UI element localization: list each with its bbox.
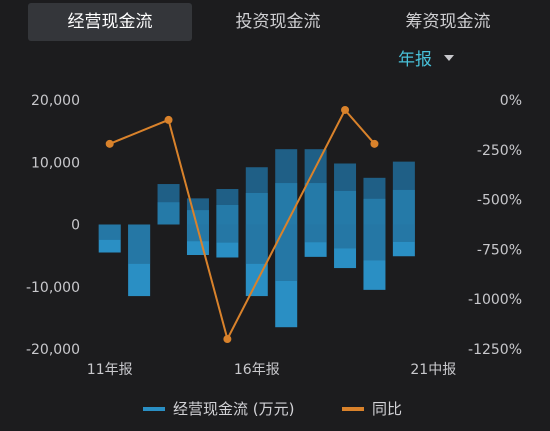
left-axis-tick-label: -10,000 <box>26 280 80 296</box>
yoy-point <box>223 335 232 344</box>
bar-negative-inner <box>98 224 121 240</box>
bar-negative-inner <box>392 224 415 242</box>
legend-item-yoy[interactable]: 同比 <box>342 397 422 421</box>
bar-positive-inner <box>304 183 327 225</box>
bar-negative-inner <box>275 224 298 281</box>
left-axis-tick-label: 0 <box>71 218 80 234</box>
bar-negative-inner <box>216 224 239 243</box>
yoy-point <box>370 139 379 148</box>
bar-positive-inner <box>392 189 415 225</box>
tab-operating-cashflow[interactable]: 经营现金流 <box>28 3 192 41</box>
right-axis-tick-label: -1250% <box>468 342 522 358</box>
bar-positive-inner <box>157 202 180 225</box>
bar-negative-inner <box>304 224 327 243</box>
bar-negative-inner <box>245 224 268 264</box>
bar-positive-inner <box>275 183 298 225</box>
bar-positive-inner <box>186 210 209 225</box>
bar-positive-inner <box>334 190 357 225</box>
legend-label-cashflow: 经营现金流 (万元) <box>173 400 295 418</box>
period-dropdown-label: 年报 <box>398 50 432 70</box>
bar-positive-inner <box>245 193 268 225</box>
cashflow-tabs: 经营现金流 投资现金流 筹资现金流 <box>0 0 550 44</box>
tab-financing-cashflow[interactable]: 筹资现金流 <box>405 12 491 32</box>
legend-label-yoy: 同比 <box>372 400 403 418</box>
tab-investing-cashflow[interactable]: 投资现金流 <box>235 12 321 32</box>
right-axis-tick-label: -750% <box>477 242 522 258</box>
left-axis-tick-label: 20,000 <box>31 93 80 109</box>
x-axis-tick-label: 11年报 <box>87 362 133 378</box>
right-axis-tick-label: -500% <box>477 193 522 209</box>
legend-swatch-line <box>342 407 364 411</box>
x-axis-tick-label: 16年报 <box>234 362 280 378</box>
legend-swatch-bar <box>143 407 165 411</box>
x-axis-tick-label: 21中报 <box>410 362 456 378</box>
right-axis-tick-label: -1000% <box>468 292 522 308</box>
right-axis-tick-label: -250% <box>477 143 522 159</box>
bar-negative-inner <box>363 224 386 261</box>
yoy-point <box>105 139 114 148</box>
right-axis-tick-label: 0% <box>500 93 522 109</box>
cashflow-chart: 20,000 10,000 0 -10,000 -20,000 0% -250% -500% -… <box>26 93 522 378</box>
chevron-down-icon <box>444 55 454 61</box>
left-axis-tick-label: 10,000 <box>31 155 80 171</box>
bar-negative-inner <box>334 224 357 249</box>
yoy-point <box>164 115 173 124</box>
bar-positive-inner <box>363 198 386 225</box>
chart-legend: 经营现金流 (万元) 同比 <box>0 397 550 421</box>
bar-negative-inner <box>128 224 151 264</box>
yoy-point <box>341 105 350 114</box>
period-dropdown[interactable]: 年报 <box>398 46 454 74</box>
left-axis-tick-label: -20,000 <box>26 342 80 358</box>
bar-positive-inner <box>216 204 239 225</box>
legend-item-cashflow[interactable]: 经营现金流 (万元) <box>143 397 313 421</box>
